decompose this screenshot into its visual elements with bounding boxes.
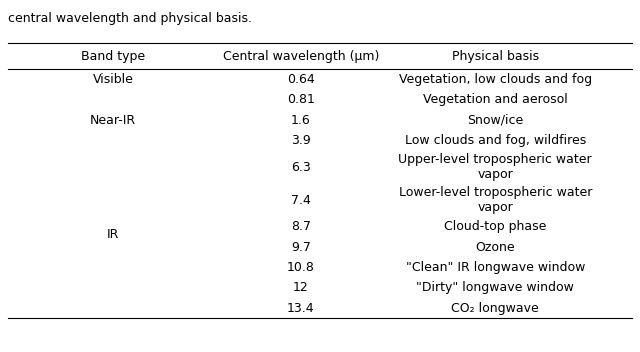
Text: Band type: Band type xyxy=(81,50,145,63)
Text: 12: 12 xyxy=(293,281,308,294)
Text: 0.64: 0.64 xyxy=(287,73,315,86)
Text: Visible: Visible xyxy=(92,73,133,86)
Text: 13.4: 13.4 xyxy=(287,302,315,314)
Text: Upper-level tropospheric water: Upper-level tropospheric water xyxy=(399,153,592,166)
Text: 0.81: 0.81 xyxy=(287,93,315,106)
Text: "Dirty" longwave window: "Dirty" longwave window xyxy=(416,281,574,294)
Text: central wavelength and physical basis.: central wavelength and physical basis. xyxy=(8,12,252,25)
Text: Snow/ice: Snow/ice xyxy=(467,114,524,127)
Text: Near-IR: Near-IR xyxy=(90,114,136,127)
Text: vapor: vapor xyxy=(477,201,513,214)
Text: vapor: vapor xyxy=(477,168,513,181)
Text: 10.8: 10.8 xyxy=(287,261,315,274)
Text: Low clouds and fog, wildfires: Low clouds and fog, wildfires xyxy=(404,134,586,147)
Text: Physical basis: Physical basis xyxy=(452,50,539,63)
Text: IR: IR xyxy=(107,228,119,241)
Text: 7.4: 7.4 xyxy=(291,194,311,207)
Text: Central wavelength (μm): Central wavelength (μm) xyxy=(223,50,379,63)
Text: 8.7: 8.7 xyxy=(291,220,311,233)
Text: Cloud-top phase: Cloud-top phase xyxy=(444,220,547,233)
Text: Lower-level tropospheric water: Lower-level tropospheric water xyxy=(399,186,592,199)
Text: 9.7: 9.7 xyxy=(291,241,311,254)
Text: 1.6: 1.6 xyxy=(291,114,311,127)
Text: "Clean" IR longwave window: "Clean" IR longwave window xyxy=(406,261,585,274)
Text: 6.3: 6.3 xyxy=(291,161,311,174)
Text: 3.9: 3.9 xyxy=(291,134,311,147)
Text: Vegetation and aerosol: Vegetation and aerosol xyxy=(423,93,568,106)
Text: CO₂ longwave: CO₂ longwave xyxy=(451,302,539,314)
Text: Ozone: Ozone xyxy=(476,241,515,254)
Text: Vegetation, low clouds and fog: Vegetation, low clouds and fog xyxy=(399,73,592,86)
